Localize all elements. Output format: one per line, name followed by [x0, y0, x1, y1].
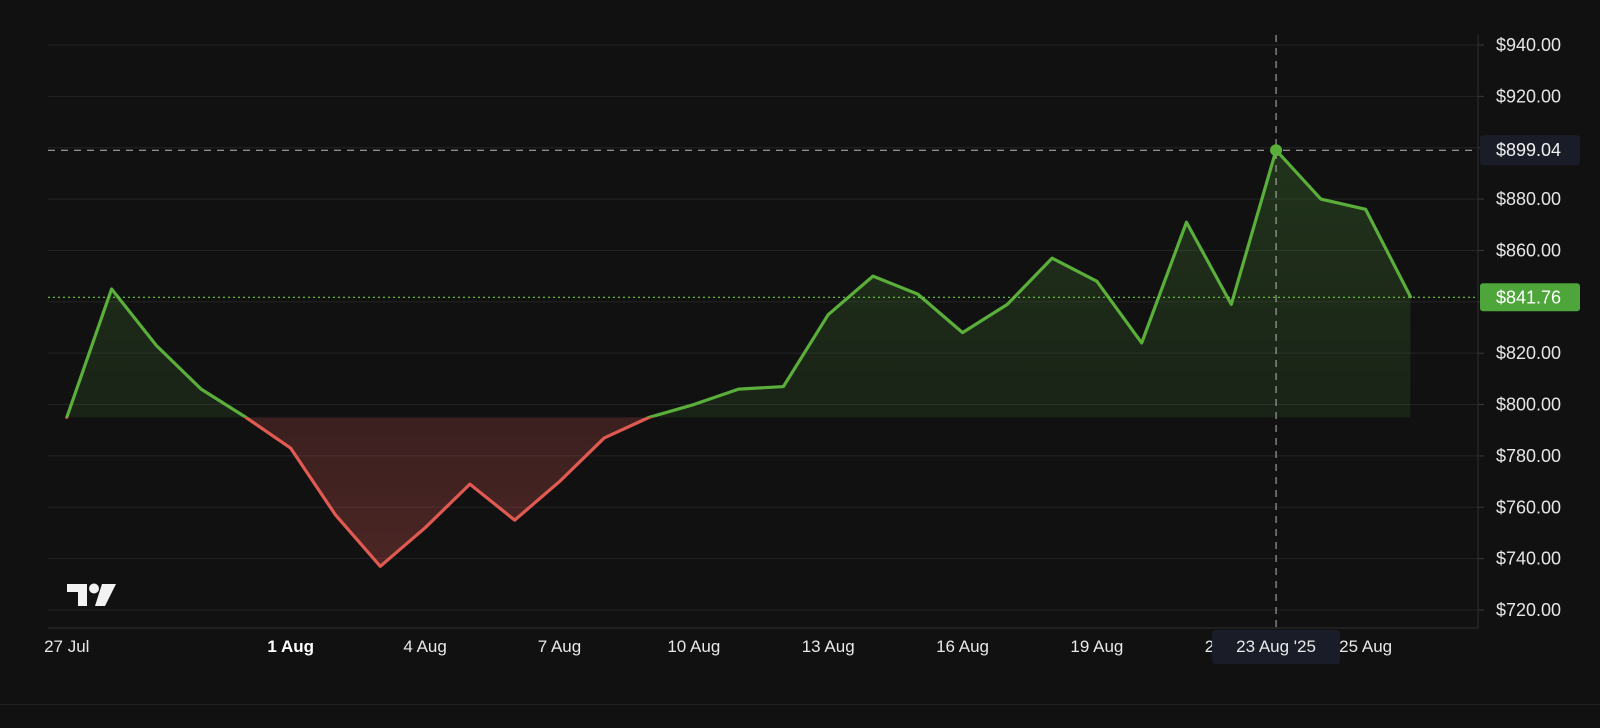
x-tick-label: 27 Jul — [44, 637, 89, 656]
hover-price-label: $899.04 — [1496, 140, 1561, 160]
x-tick-label: 1 Aug — [267, 637, 314, 656]
current-price-badge — [1480, 283, 1580, 312]
hover-date-badge — [1212, 630, 1341, 664]
bottom-divider — [0, 704, 1600, 705]
y-tick-label: $860.00 — [1496, 240, 1561, 260]
tradingview-logo-icon[interactable] — [66, 582, 118, 608]
grid-lines — [48, 44, 1478, 611]
current-price-label: $841.76 — [1496, 287, 1561, 307]
crosshair-overlay — [48, 35, 1478, 628]
y-tick-label: $740.00 — [1496, 549, 1561, 569]
area-fill — [66, 150, 1411, 567]
y-tick-label: $920.00 — [1496, 86, 1561, 106]
area-below-baseline — [245, 417, 650, 567]
area-above-baseline — [66, 150, 1411, 418]
y-tick-label: $780.00 — [1496, 446, 1561, 466]
crosshair-point — [1270, 144, 1283, 157]
x-tick-label: 10 Aug — [667, 637, 720, 656]
y-tick-label: $940.00 — [1496, 35, 1561, 55]
x-tick-label: 13 Aug — [802, 637, 855, 656]
line-above-baseline — [65, 148, 1413, 418]
price-scale[interactable]: $940.00 $920.00 $880.00 $860.00 $820.00 $800.… — [1480, 35, 1580, 620]
y-tick-label: $820.00 — [1496, 343, 1561, 363]
y-tick-label: $880.00 — [1496, 189, 1561, 209]
line-below-baseline — [65, 417, 655, 568]
x-tick-label: 25 Aug — [1339, 637, 1392, 656]
y-tick-label: $800.00 — [1496, 395, 1561, 415]
x-tick-label: 16 Aug — [936, 637, 989, 656]
axes — [48, 35, 1484, 629]
x-tick-label: 19 Aug — [1070, 637, 1123, 656]
y-tick-label: $760.00 — [1496, 497, 1561, 517]
hover-date-label: 23 Aug '25 — [1236, 637, 1316, 656]
hover-price-badge — [1480, 135, 1580, 166]
time-scale[interactable]: 27 Jul 1 Aug 4 Aug 7 Aug 10 Aug 13 Aug 16 Aug 1… — [44, 630, 1392, 664]
x-tick-label: 4 Aug — [403, 637, 447, 656]
price-line — [65, 148, 1413, 568]
y-tick-label: $720.00 — [1496, 600, 1561, 620]
x-tick-label: 7 Aug — [538, 637, 582, 656]
